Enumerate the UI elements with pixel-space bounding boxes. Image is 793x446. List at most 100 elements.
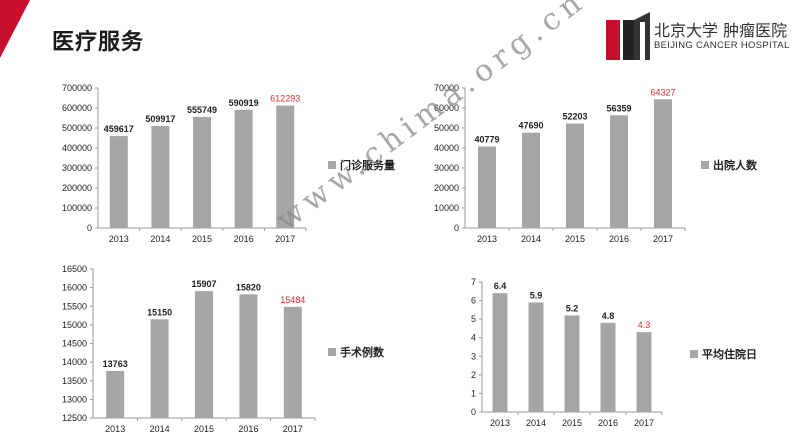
bar <box>478 146 496 228</box>
y-tick-label: 70000 <box>434 83 459 93</box>
bar <box>636 332 652 412</box>
bar <box>151 126 170 228</box>
logo-text-cn: 北京大学 肿瘤医院 <box>654 21 788 40</box>
y-tick-label: 60000 <box>434 103 459 113</box>
legend-swatch <box>328 161 336 169</box>
x-tick-label: 2016 <box>609 234 629 244</box>
bar <box>528 302 544 412</box>
bar <box>610 115 628 228</box>
data-label: 5.2 <box>566 303 579 313</box>
data-label: 612293 <box>270 94 300 104</box>
x-tick-label: 2015 <box>565 234 585 244</box>
logo-mark-icon <box>606 12 650 60</box>
bar <box>195 291 213 418</box>
bar <box>276 105 295 228</box>
legend-label: 平均住院日 <box>702 348 757 361</box>
y-tick-label: 200000 <box>62 183 92 193</box>
x-tick-label: 2013 <box>105 424 125 434</box>
x-tick-label: 2017 <box>283 424 303 434</box>
legend-label: 门诊服务量 <box>340 159 395 172</box>
legend-avg-length-of-stay: 平均住院日 <box>690 346 757 362</box>
data-label: 5.9 <box>530 290 543 300</box>
hospital-logo: 北京大学 肿瘤医院 BEIJING CANCER HOSPITAL <box>606 12 789 68</box>
y-tick-label: 5 <box>471 314 476 324</box>
data-label: 15820 <box>236 282 261 292</box>
y-tick-label: 4 <box>471 333 476 343</box>
y-tick-label: 14000 <box>62 357 87 367</box>
data-label: 4.3 <box>638 320 651 330</box>
bar <box>109 136 128 228</box>
y-tick-label: 30000 <box>434 163 459 173</box>
bar <box>239 294 258 418</box>
x-tick-label: 2017 <box>653 234 673 244</box>
y-tick-label: 16000 <box>62 283 87 293</box>
data-label: 459617 <box>104 124 134 134</box>
bar <box>566 123 584 228</box>
data-label: 15907 <box>191 279 216 289</box>
y-tick-label: 300000 <box>62 163 92 173</box>
chart-avg-length-of-stay-svg: 0 1 2 3 4 5 6 7 2013 6.4 2014 5.9 2015 5.2 2016 4.8 2017… <box>471 277 663 428</box>
y-tick-label: 40000 <box>434 143 459 153</box>
y-tick-label: 10000 <box>434 203 459 213</box>
y-tick-label: 20000 <box>434 183 459 193</box>
x-tick-label: 2017 <box>634 418 654 428</box>
x-tick-label: 2013 <box>477 234 497 244</box>
bar <box>150 319 169 418</box>
chart-outpatient-visits: 0 100000 200000 300000 400000 500000 600000 700… <box>50 82 320 244</box>
y-tick-label: 2 <box>471 370 476 380</box>
x-tick-label: 2015 <box>562 418 582 428</box>
bar <box>193 116 211 228</box>
data-label: 509917 <box>145 114 175 124</box>
x-tick-label: 2016 <box>598 418 618 428</box>
legend-outpatient-visits: 门诊服务量 <box>328 157 395 173</box>
y-tick-label: 400000 <box>62 143 92 153</box>
bar <box>106 370 125 418</box>
data-label: 555749 <box>187 105 217 115</box>
chart-surgeries: 12500 13000 13500 14000 14500 15000 15500 16000… <box>55 264 325 436</box>
legend-swatch <box>328 348 336 356</box>
chart-surgeries-svg: 12500 13000 13500 14000 14500 15000 15500 16000… <box>62 264 316 434</box>
x-tick-label: 2016 <box>234 234 254 244</box>
y-tick-label: 14500 <box>62 339 87 349</box>
bar <box>492 293 508 412</box>
data-label: 56359 <box>606 103 631 113</box>
x-tick-label: 2013 <box>490 418 510 428</box>
bar <box>600 322 616 412</box>
data-label: 13763 <box>103 359 128 369</box>
x-tick-label: 2013 <box>109 234 129 244</box>
y-tick-label: 13000 <box>62 394 87 404</box>
x-tick-label: 2015 <box>192 234 212 244</box>
data-label: 47690 <box>518 121 543 131</box>
legend-label: 出院人数 <box>713 159 757 172</box>
data-label: 52203 <box>562 112 587 122</box>
y-tick-label: 100000 <box>62 203 92 213</box>
data-label: 40779 <box>474 134 499 144</box>
y-tick-label: 0 <box>471 407 476 417</box>
y-tick-label: 3 <box>471 351 476 361</box>
page-title: 医疗服务 <box>52 30 145 55</box>
data-label: 64327 <box>650 87 675 97</box>
y-tick-label: 1 <box>471 388 476 398</box>
legend-swatch <box>701 161 709 169</box>
bar <box>564 315 580 412</box>
x-tick-label: 2014 <box>521 234 541 244</box>
x-tick-label: 2017 <box>275 234 295 244</box>
bar <box>654 99 672 228</box>
data-label: 15484 <box>280 295 305 305</box>
legend-swatch <box>690 350 698 358</box>
y-tick-label: 16500 <box>62 264 87 274</box>
x-tick-label: 2014 <box>526 418 546 428</box>
bar <box>522 132 540 228</box>
data-label: 6.4 <box>494 281 507 291</box>
y-tick-label: 6 <box>471 296 476 306</box>
data-label: 4.8 <box>602 311 615 321</box>
legend-label: 手术例数 <box>340 346 384 359</box>
bar <box>283 306 302 418</box>
y-tick-label: 15500 <box>62 301 87 311</box>
y-tick-label: 500000 <box>62 123 92 133</box>
logo-text-en: BEIJING CANCER HOSPITAL <box>654 40 790 51</box>
x-tick-label: 2016 <box>238 424 258 434</box>
x-tick-label: 2014 <box>150 234 170 244</box>
y-tick-label: 12500 <box>62 413 87 423</box>
y-tick-label: 0 <box>87 223 92 233</box>
